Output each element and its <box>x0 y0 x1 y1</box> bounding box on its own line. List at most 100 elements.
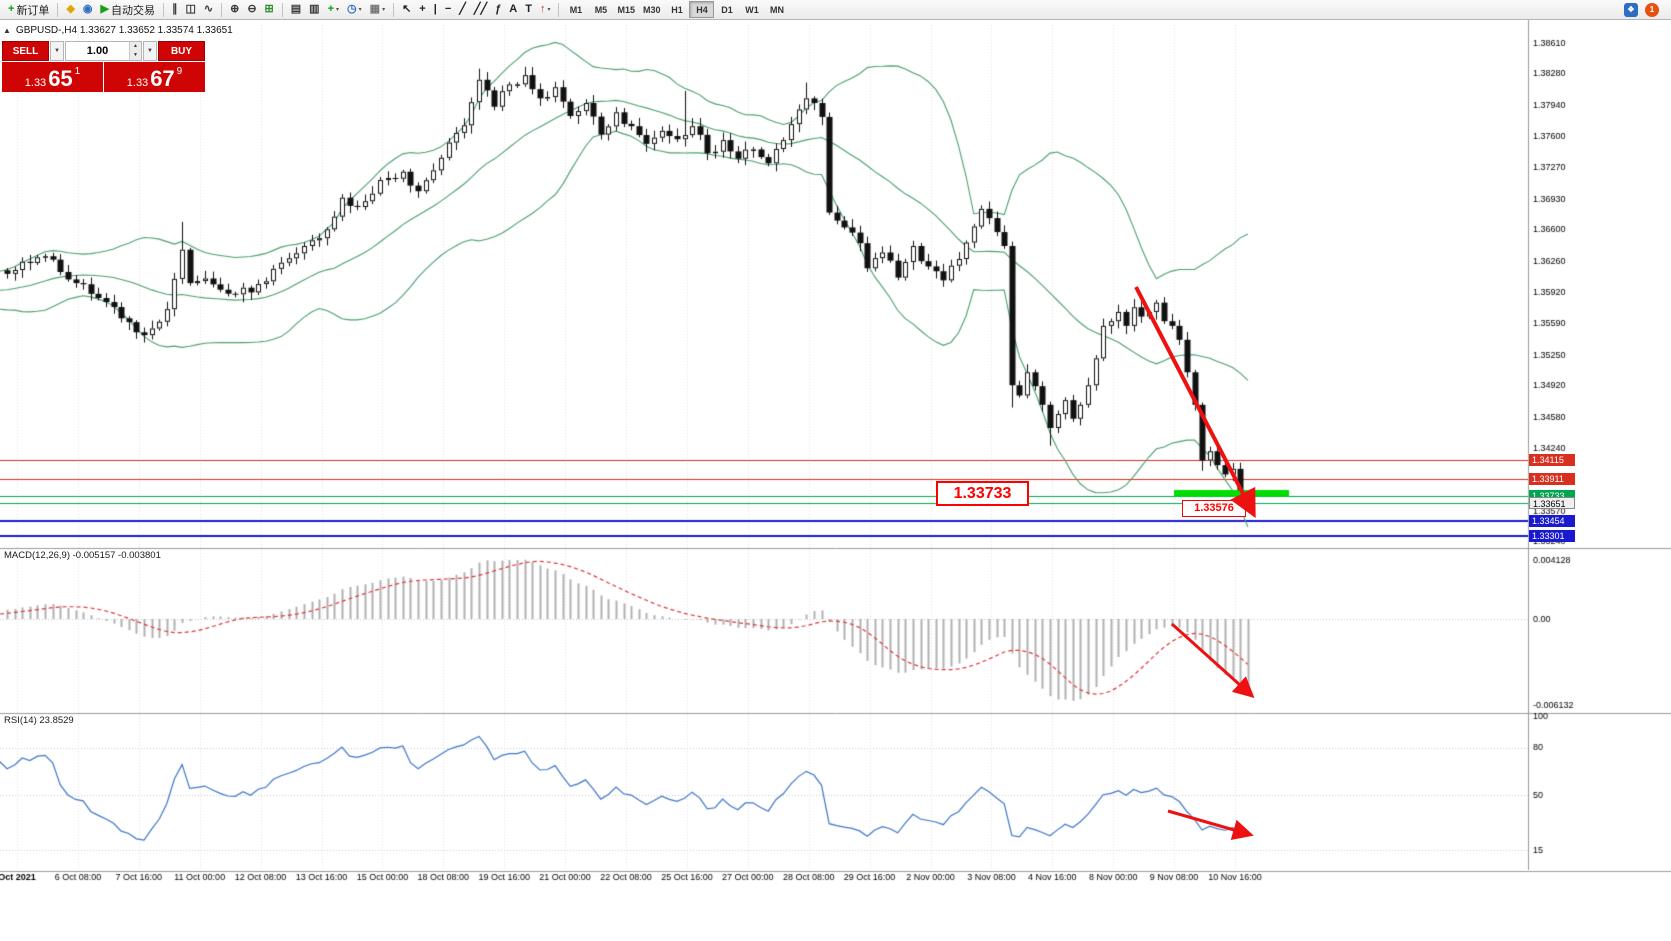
fibonacci-tool-button[interactable]: ƒ <box>491 1 505 19</box>
chevron-down-icon: ▾ <box>358 7 362 13</box>
zoom-out-icon: ⊖ <box>247 3 257 15</box>
timeframe-m1-button[interactable]: M1 <box>563 1 588 18</box>
volume-decrease-button[interactable]: ▼ <box>130 51 141 60</box>
arrange-windows-button[interactable]: ▥ <box>305 1 323 19</box>
label-tool-button[interactable]: T <box>521 1 536 19</box>
chevron-down-icon: ▼ <box>147 48 153 54</box>
chevron-down-icon: ▾ <box>336 7 340 13</box>
price-annotation-box-1[interactable]: 1.33733 <box>936 481 1029 506</box>
timeframe-mn-button[interactable]: MN <box>764 1 789 18</box>
sell-price-prefix: 1.33 <box>24 76 47 89</box>
toolbar-separator <box>281 2 283 17</box>
alerts-button[interactable]: 1 <box>1645 2 1659 17</box>
new-order-icon: + <box>8 3 15 15</box>
timeframe-m30-button[interactable]: M30 <box>639 1 665 18</box>
timeframe-h4-button[interactable]: H4 <box>689 1 715 18</box>
arrange-windows-icon: ▥ <box>309 3 320 15</box>
timeframe-m15-button[interactable]: M15 <box>613 1 639 18</box>
ohlc-text: GBPUSD-,H4 1.33627 1.33652 1.33574 1.336… <box>15 25 233 36</box>
candlestick-type-icon: ◫ <box>185 3 196 15</box>
one-click-trading-panel: SELL ▼ ▲ ▼ ▼ BUY 1.33 65 1 1.33 67 9 <box>2 41 205 92</box>
cascade-windows-button[interactable]: ▤ <box>287 1 305 19</box>
timeframe-m5-button[interactable]: M5 <box>588 1 613 18</box>
main-toolbar: + 新订单 ◆ ◉ ▶ 自动交易 ∥ ◫ ∿ ⊕ ⊖ ⊞ ▤ ▥ + ▾ ◷ ▾ ▦ ▾ ↖ + | − ╱ ╱╱ ƒ A T ↑ ▾ M1 M… <box>0 0 1671 20</box>
periods-icon: ◷ <box>347 3 357 15</box>
label-tool-icon: T <box>525 3 532 15</box>
bar-chart-type-icon: ∥ <box>171 3 178 15</box>
indicators-button[interactable]: + ▾ <box>324 1 343 19</box>
volume-increase-button[interactable]: ▲ <box>130 42 141 51</box>
chevron-down-icon: ▾ <box>382 7 386 13</box>
chart-profiles-icon: ◆ <box>66 3 75 15</box>
zoom-out-button[interactable]: ⊖ <box>243 1 260 19</box>
toolbar-separator <box>393 2 395 17</box>
line-chart-type-icon: ∿ <box>203 3 214 15</box>
timeframe-d1-button[interactable]: D1 <box>714 1 739 18</box>
sell-button[interactable]: SELL <box>2 41 49 61</box>
channel-tool-button[interactable]: ╱╱ <box>470 1 491 19</box>
cursor-tool-icon: ↖ <box>402 3 412 15</box>
horizontal-line-tool-button[interactable]: − <box>441 1 455 19</box>
auto-trading-button[interactable]: ▶ 自动交易 <box>97 1 159 19</box>
text-tool-button[interactable]: A <box>505 1 521 19</box>
trade-panel-controls: SELL ▼ ▲ ▼ ▼ BUY <box>2 41 205 61</box>
toolbar-separator <box>558 2 560 17</box>
buy-options-dropdown[interactable]: ▼ <box>143 41 157 61</box>
community-button[interactable]: ❖ <box>1624 2 1638 17</box>
macd-indicator-label: MACD(12,26,9) -0.005157 -0.003801 <box>4 550 161 561</box>
toolbar-right-icons: ❖ 1 <box>1624 2 1659 17</box>
line-chart-type-button[interactable]: ∿ <box>200 1 217 19</box>
vertical-line-tool-icon: | <box>433 3 437 15</box>
sell-options-dropdown[interactable]: ▼ <box>50 41 64 61</box>
crosshair-tool-icon: + <box>419 3 426 15</box>
cursor-tool-button[interactable]: ↖ <box>398 1 415 19</box>
chart-profiles-button[interactable]: ◆ <box>62 1 78 19</box>
market-watch-button[interactable]: ◉ <box>79 1 97 19</box>
volume-spinner: ▲ ▼ <box>129 42 141 60</box>
candlestick-type-button[interactable]: ◫ <box>181 1 199 19</box>
indicators-icon: + <box>327 3 335 15</box>
chevron-down-icon: ▼ <box>54 48 60 54</box>
templates-button[interactable]: ▦ ▾ <box>366 1 389 19</box>
crosshair-tool-button[interactable]: + <box>415 1 429 19</box>
templates-icon: ▦ <box>369 3 381 15</box>
periods-button[interactable]: ◷ ▾ <box>343 1 366 19</box>
trade-panel-prices: 1.33 65 1 1.33 67 9 <box>2 62 205 92</box>
vertical-line-tool-button[interactable]: | <box>430 1 441 19</box>
arrow-objects-button[interactable]: ↑ ▾ <box>536 1 555 19</box>
cascade-windows-icon: ▤ <box>290 3 302 15</box>
auto-trading-icon: ▶ <box>100 3 109 15</box>
market-watch-icon: ◉ <box>82 3 93 15</box>
arrow-objects-icon: ↑ <box>539 3 546 15</box>
rsi-indicator-label: RSI(14) 23.8529 <box>4 715 74 726</box>
toolbar-separator <box>162 2 164 17</box>
trendline-tool-button[interactable]: ╱ <box>455 1 470 19</box>
buy-button[interactable]: BUY <box>158 41 205 61</box>
zoom-in-icon: ⊕ <box>230 3 240 15</box>
sell-price-display[interactable]: 1.33 65 1 <box>2 62 103 92</box>
zoom-in-button[interactable]: ⊕ <box>226 1 243 19</box>
timeframe-h1-button[interactable]: H1 <box>664 1 689 18</box>
toolbar-separator <box>221 2 223 17</box>
channel-tool-icon: ╱╱ <box>473 3 488 15</box>
sell-price-pipette: 1 <box>74 66 81 77</box>
price-annotation-box-2[interactable]: 1.33576 <box>1182 500 1246 517</box>
auto-trading-button-label: 自动交易 <box>110 4 155 17</box>
buy-price-display[interactable]: 1.33 67 9 <box>104 62 205 92</box>
trendline-tool-icon: ╱ <box>459 3 466 15</box>
one-click-toggle-icon[interactable]: ▲ <box>3 26 11 35</box>
tile-windows-icon: ⊞ <box>264 3 274 15</box>
bar-chart-type-button[interactable]: ∥ <box>168 1 182 19</box>
volume-control: ▲ ▼ <box>65 41 142 61</box>
volume-input[interactable] <box>66 42 129 60</box>
new-order-button[interactable]: + 新订单 <box>4 1 53 19</box>
new-order-button-label: 新订单 <box>16 4 50 17</box>
timeframe-w1-button[interactable]: W1 <box>739 1 764 18</box>
fibonacci-tool-icon: ƒ <box>495 3 502 15</box>
buy-price-prefix: 1.33 <box>126 76 149 89</box>
buy-price-pips: 67 <box>150 66 175 92</box>
toolbar-separator <box>57 2 59 17</box>
tile-windows-button[interactable]: ⊞ <box>261 1 278 19</box>
